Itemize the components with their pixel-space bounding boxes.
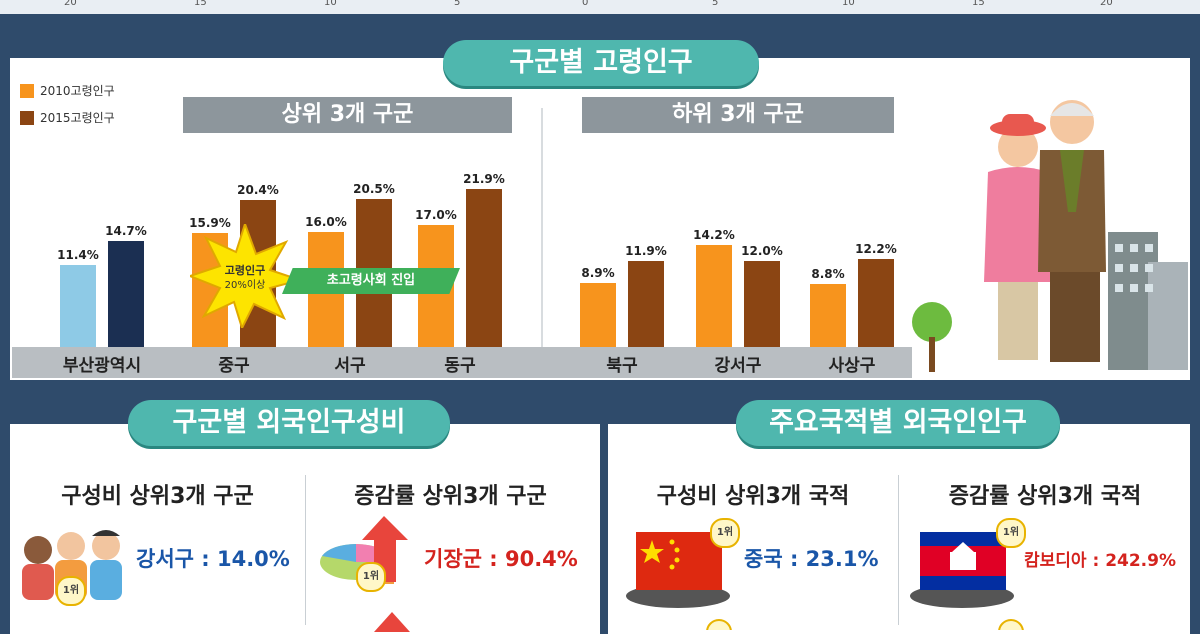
top-axis-strip: 20 15 10 5 0 5 10 15 20 — [0, 0, 1200, 14]
top-axis-tick: 5 — [712, 0, 719, 8]
bar-value-label: 8.9% — [581, 265, 615, 280]
bar-value-label: 11.9% — [625, 244, 667, 259]
foreign-share-left-title: 구성비 상위3개 구군 — [61, 484, 254, 509]
china-flag-icon — [626, 532, 730, 608]
legend-label-2010: 2010고령인구 — [40, 84, 115, 98]
starburst-shape — [190, 224, 300, 328]
legend-label-2015: 2015고령인구 — [40, 111, 115, 125]
foreign-share-title: 구군별 외국인구성비 — [128, 400, 450, 446]
legend-item-2010: 2010고령인구 — [20, 82, 115, 99]
category-label: 사상구 — [828, 356, 876, 376]
top-axis-tick: 5 — [454, 0, 461, 8]
elderly-couple-illustration — [912, 100, 1188, 372]
nationality-left-stat: 중국 : 23.1% — [744, 547, 879, 571]
bar-value-label: 11.4% — [57, 247, 99, 262]
bar-2015 — [628, 261, 664, 347]
grandpa-hair — [1050, 103, 1094, 116]
rank-medal-icon — [706, 619, 732, 630]
building-2 — [1148, 262, 1188, 370]
rank-badge-growth-district: 1위 — [356, 562, 386, 592]
bar-value-label: 17.0% — [415, 207, 457, 222]
top-axis-tick: 15 — [194, 0, 207, 8]
top-axis-tick: 20 — [1100, 0, 1113, 8]
grandma-body — [984, 167, 1052, 282]
starburst-line1: 고령인구 — [225, 263, 265, 277]
bar-2010 — [60, 264, 96, 347]
starburst-badge: 고령인구 20%이상 — [190, 224, 300, 328]
bar-value-label: 14.7% — [105, 224, 147, 239]
top-axis-tick: 10 — [324, 0, 337, 8]
rank-badge-cambodia: 1위 — [996, 518, 1026, 548]
foreign-share-divider — [305, 475, 306, 625]
rank-badge-china: 1위 — [710, 518, 740, 548]
category-label: 강서구 — [714, 356, 762, 376]
grandma-legs — [998, 282, 1038, 360]
category-label: 서구 — [334, 356, 366, 376]
bar-value-label: 20.5% — [353, 182, 395, 197]
top-axis-tick: 10 — [842, 0, 855, 8]
grandma-hat-top — [1002, 114, 1034, 130]
category-baseline — [12, 347, 912, 378]
header-separator — [541, 108, 543, 348]
bar-2015 — [108, 241, 144, 347]
category-label: 부산광역시 — [62, 356, 142, 376]
nationality-divider — [898, 475, 899, 625]
people-group-icon — [22, 530, 122, 600]
tree-foliage — [912, 302, 952, 342]
super-aged-ribbon: 초고령사회 진입 — [282, 268, 460, 294]
category-label: 중구 — [218, 356, 250, 376]
foreign-share-right-title: 증감률 상위3개 구군 — [354, 484, 547, 509]
category-label: 동구 — [444, 356, 476, 376]
nationality-right-stat: 캄보디아 : 242.9% — [1024, 551, 1177, 571]
bar-2010 — [580, 282, 616, 347]
nationality-left-title: 구성비 상위3개 국적 — [656, 484, 850, 509]
bar-2015 — [858, 259, 894, 347]
bar-2010 — [810, 283, 846, 347]
tree-trunk — [929, 337, 935, 372]
nationality-right-title: 증감률 상위3개 국적 — [948, 484, 1142, 509]
top-districts-header: 상위 3개 구군 — [183, 97, 512, 133]
elderly-section-title: 구군별 고령인구 — [443, 40, 759, 86]
legend-item-2015: 2015고령인구 — [20, 109, 115, 126]
bar-2010 — [696, 244, 732, 347]
legend-swatch-2015 — [20, 110, 34, 125]
bar-value-label: 20.4% — [237, 183, 279, 198]
grandpa-legs — [1050, 272, 1100, 362]
bar-value-label: 8.8% — [811, 266, 845, 281]
grandma-head — [998, 127, 1038, 167]
nationality-title: 주요국적별 외국인인구 — [736, 400, 1060, 446]
top-axis-tick: 15 — [972, 0, 985, 8]
chart-legend: 2010고령인구 2015고령인구 — [20, 82, 115, 136]
bar-value-label: 15.9% — [189, 215, 231, 230]
foreign-share-right-stat: 기장군 : 90.4% — [424, 547, 578, 571]
bar-2015 — [744, 260, 780, 347]
bar-value-label: 16.0% — [305, 214, 347, 229]
bar-value-label: 14.2% — [693, 227, 735, 242]
bar-value-label: 21.9% — [463, 172, 505, 187]
bar-value-label: 12.2% — [855, 242, 897, 257]
grandpa-vest — [1060, 150, 1084, 212]
bar-value-label: 12.0% — [741, 243, 783, 258]
category-label: 북구 — [606, 356, 638, 376]
top-axis-tick: 20 — [64, 0, 77, 8]
bottom-districts-header: 하위 3개 구군 — [582, 97, 894, 133]
starburst-line2: 20%이상 — [225, 279, 266, 291]
top-axis-tick: 0 — [582, 0, 589, 8]
bar-2015 — [466, 189, 502, 347]
rank-badge-foreign-share: 1위 — [56, 576, 86, 606]
foreign-share-left-stat: 강서구 : 14.0% — [136, 547, 290, 571]
rank-medal-icon-2 — [998, 619, 1024, 630]
cambodia-flag-icon — [910, 532, 1014, 608]
legend-swatch-2010 — [20, 83, 34, 98]
growth-arrow-icon — [374, 612, 410, 632]
